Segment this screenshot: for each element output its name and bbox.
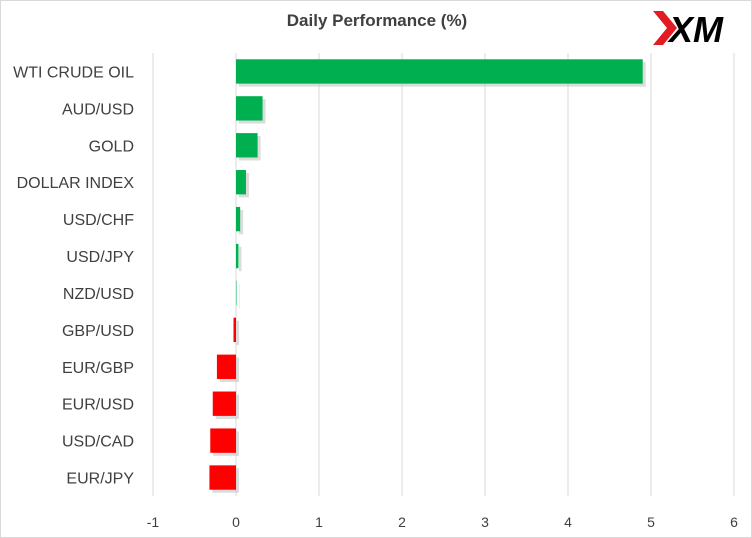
bar <box>233 317 236 343</box>
x-tick-label: -1 <box>147 514 160 530</box>
x-axis-tick-labels: -1 0 1 2 3 4 5 6 <box>147 514 738 530</box>
category-label: NZD/USD <box>63 286 134 303</box>
category-label: GBP/USD <box>62 323 134 340</box>
bar <box>236 280 237 306</box>
bar <box>216 354 236 379</box>
xm-logo-text: XM <box>667 9 724 49</box>
x-tick-label: 2 <box>398 514 406 530</box>
category-label: USD/CAD <box>62 434 134 451</box>
gridlines <box>152 53 735 496</box>
x-tick-label: 5 <box>647 514 655 530</box>
bar-shadow <box>239 283 240 309</box>
chart-title: Daily Performance (%) <box>286 11 468 30</box>
xm-logo: XM <box>653 9 724 49</box>
bar <box>210 428 236 453</box>
bar <box>236 243 239 269</box>
category-label: EUR/USD <box>62 397 134 414</box>
category-label: USD/JPY <box>66 249 134 266</box>
x-tick-label: 1 <box>315 514 323 530</box>
bar <box>212 391 236 416</box>
xm-logo-mark <box>653 11 677 45</box>
category-label: USD/CHF <box>63 212 134 229</box>
bar <box>236 96 263 121</box>
bar <box>236 170 246 195</box>
category-label: EUR/GBP <box>62 360 134 377</box>
category-label: DOLLAR INDEX <box>17 175 135 192</box>
category-labels: WTI CRUDE OIL AUD/USD GOLD DOLLAR INDEX USD/… <box>13 64 134 487</box>
x-tick-label: 4 <box>564 514 572 530</box>
x-tick-label: 3 <box>481 514 489 530</box>
bar <box>236 133 258 158</box>
bar-shadow <box>239 209 244 235</box>
bars <box>209 59 646 493</box>
bar-shadow <box>239 246 242 272</box>
category-label: AUD/USD <box>62 101 134 118</box>
x-tick-label: 6 <box>730 514 738 530</box>
category-label: WTI CRUDE OIL <box>13 64 134 81</box>
bar <box>236 59 643 84</box>
bar-shadow <box>236 320 239 346</box>
category-label: GOLD <box>89 138 134 155</box>
bar <box>209 465 236 490</box>
bar <box>236 206 241 232</box>
x-tick-label: 0 <box>232 514 240 530</box>
category-label: EUR/JPY <box>66 471 134 488</box>
